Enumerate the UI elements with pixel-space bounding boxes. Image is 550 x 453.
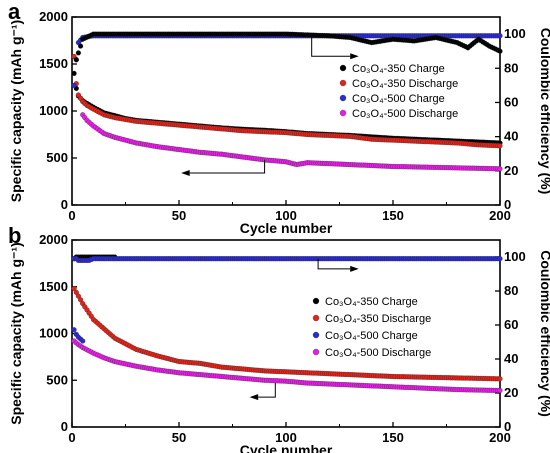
data-point bbox=[71, 327, 77, 333]
legend-label: Co₃O₄-500 Charge bbox=[325, 330, 418, 342]
data-point bbox=[71, 70, 77, 76]
y-tick-label: 1000 bbox=[39, 326, 68, 341]
data-point bbox=[78, 43, 84, 49]
arrow-head bbox=[181, 170, 190, 177]
legend-label: Co₃O₄-500 Charge bbox=[352, 93, 445, 105]
y2-tick-label: 40 bbox=[504, 351, 518, 366]
data-point bbox=[497, 387, 503, 394]
x-tick-label: 100 bbox=[275, 430, 297, 445]
arrow-right-axis bbox=[311, 35, 351, 57]
data-point bbox=[497, 376, 503, 382]
y2-tick-label: 60 bbox=[504, 317, 518, 332]
data-point bbox=[497, 143, 503, 149]
plot-frame bbox=[71, 239, 501, 428]
data-point bbox=[75, 50, 81, 56]
x-tick-label: 200 bbox=[489, 430, 511, 445]
y-axis-title: Specific capacity (mAh g⁻¹) bbox=[8, 242, 24, 424]
legend-marker bbox=[312, 331, 320, 339]
legend-marker bbox=[312, 348, 320, 356]
x-tick-label: 150 bbox=[382, 208, 404, 223]
arrow-left-axis bbox=[258, 383, 276, 398]
arrow-head bbox=[249, 394, 259, 401]
data-point bbox=[497, 33, 503, 39]
y2-axis-title: Coulombic efficiency (%) bbox=[538, 28, 550, 194]
arrow-left-axis bbox=[189, 159, 266, 174]
legend-label: Co₃O₄-500 Discharge bbox=[325, 347, 431, 359]
data-point bbox=[497, 48, 503, 54]
data-point bbox=[71, 82, 77, 88]
legend-marker bbox=[339, 79, 347, 87]
legend-label: Co₃O₄-350 Charge bbox=[352, 63, 445, 75]
y-tick-label: 500 bbox=[46, 150, 68, 165]
data-point bbox=[497, 256, 503, 262]
series-3 bbox=[71, 338, 503, 394]
data-point bbox=[73, 57, 79, 63]
y-tick-label: 500 bbox=[46, 372, 68, 387]
panel-letter: a bbox=[8, 0, 21, 24]
series-1 bbox=[71, 53, 503, 149]
y-tick-label: 2000 bbox=[39, 9, 68, 24]
x-axis-title: Cycle number bbox=[240, 442, 333, 453]
y-tick-label: 2000 bbox=[39, 232, 68, 247]
y2-tick-label: 100 bbox=[504, 26, 526, 41]
x-tick-label: 0 bbox=[68, 208, 75, 223]
x-tick-label: 200 bbox=[489, 208, 511, 223]
y-tick-label: 1500 bbox=[39, 56, 68, 71]
y2-tick-label: 0 bbox=[504, 197, 511, 212]
x-tick-label: 50 bbox=[172, 208, 186, 223]
arrow-right-axis bbox=[317, 258, 351, 270]
series-4 bbox=[73, 31, 503, 63]
data-point bbox=[75, 293, 81, 299]
data-point bbox=[80, 338, 86, 344]
legend: Co₃O₄-350 Charge Co₃O₄-350 Discharge Co₃O₄… bbox=[312, 296, 431, 359]
legend-label: Co₃O₄-350 Discharge bbox=[325, 313, 431, 325]
chart-panel-b: b0 50 100 150 200050010001500200002040608010… bbox=[8, 223, 550, 453]
y-tick-label: 1500 bbox=[39, 279, 68, 294]
y2-tick-label: 20 bbox=[504, 385, 518, 400]
data-point bbox=[497, 166, 503, 172]
y2-tick-label: 20 bbox=[504, 163, 518, 178]
series-2 bbox=[71, 256, 503, 263]
panel-letter: b bbox=[8, 223, 21, 248]
legend-label: Co₃O₄-350 Discharge bbox=[352, 78, 458, 90]
arrow-head bbox=[350, 53, 359, 60]
legend-marker bbox=[339, 94, 347, 102]
legend-marker bbox=[312, 297, 320, 305]
y-tick-label: 0 bbox=[61, 419, 68, 434]
x-tick-label: 100 bbox=[275, 208, 297, 223]
legend-marker bbox=[339, 109, 347, 117]
data-point bbox=[71, 286, 77, 292]
x-tick-label: 150 bbox=[382, 430, 404, 445]
y2-tick-label: 80 bbox=[504, 283, 518, 298]
y-tick-label: 0 bbox=[61, 197, 68, 212]
series-1 bbox=[71, 286, 503, 382]
y-axis-title: Specific capacity (mAh g⁻¹) bbox=[8, 20, 24, 202]
y2-tick-label: 40 bbox=[504, 129, 518, 144]
y-tick-label: 1000 bbox=[39, 103, 68, 118]
x-axis-title: Cycle number bbox=[240, 220, 333, 236]
chart-panel-a: a0 50 100 150 200050010001500200002040608010… bbox=[8, 0, 550, 236]
legend-label: Co₃O₄-500 Discharge bbox=[352, 108, 458, 120]
x-tick-label: 0 bbox=[68, 430, 75, 445]
legend-marker bbox=[339, 64, 347, 72]
y2-tick-label: 0 bbox=[504, 419, 511, 434]
series-3 bbox=[80, 112, 503, 172]
y2-tick-label: 100 bbox=[504, 249, 526, 264]
y2-tick-label: 60 bbox=[504, 94, 518, 109]
x-tick-label: 50 bbox=[172, 430, 186, 445]
y2-tick-label: 80 bbox=[504, 60, 518, 75]
legend-marker bbox=[312, 314, 320, 322]
arrow-head bbox=[350, 265, 359, 272]
legend-label: Co₃O₄-350 Charge bbox=[325, 296, 418, 308]
y2-axis-title: Coulombic efficiency (%) bbox=[538, 250, 550, 416]
series-4 bbox=[71, 327, 86, 344]
legend: Co₃O₄-350 Charge Co₃O₄-350 Discharge Co₃O₄… bbox=[339, 63, 458, 120]
